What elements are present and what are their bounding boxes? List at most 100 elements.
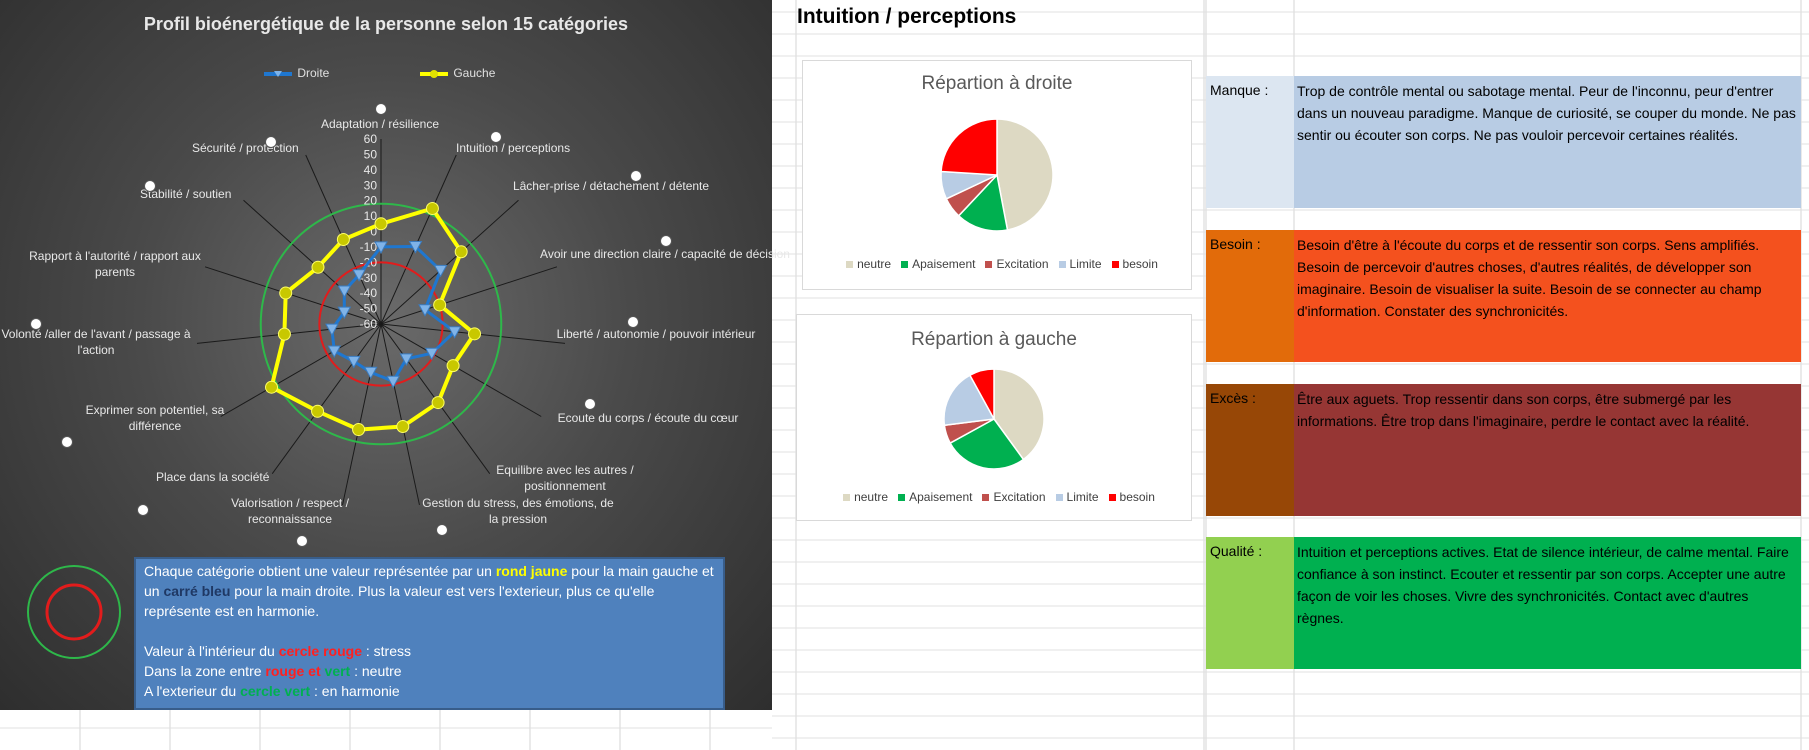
- chart-handle-dot[interactable]: [627, 316, 639, 328]
- radar-tick-label: -40: [360, 286, 378, 300]
- radar-series-droite-line: [330, 245, 457, 383]
- radar-point-gauche: [311, 260, 325, 274]
- pie-legend-swatch: [843, 493, 851, 501]
- chart-handle-dot[interactable]: [630, 170, 642, 182]
- radar-spoke: [271, 323, 382, 474]
- radar-point-gauche: [431, 396, 445, 410]
- radar-series-gauche-line: [269, 206, 477, 432]
- radar-point-gauche: [311, 404, 325, 418]
- pie-legend-label: neutre: [854, 490, 889, 504]
- radar-tick-label: -10: [360, 240, 378, 254]
- chart-handle-dot[interactable]: [265, 136, 277, 148]
- radar-point-droite: [346, 355, 361, 369]
- legend-droite-marker: [264, 70, 292, 77]
- radar-category-label: Sécurité / protection: [192, 141, 299, 155]
- radar-category-label: Volonté /aller de l'avant / passage à l'…: [1, 327, 191, 357]
- chart-handle-dot[interactable]: [375, 103, 387, 115]
- legend-gauche: Gauche: [418, 66, 495, 80]
- pie-card-droite[interactable]: Répartion à droite neutre Apaisement Excit…: [802, 60, 1192, 290]
- legend-droite-label: Droite: [297, 66, 330, 80]
- info-line-harmonie: A l'exterieur du cercle vert : en harmon…: [144, 683, 400, 699]
- radar-spoke: [380, 199, 519, 325]
- pie-legend-label: Apaisement: [912, 257, 976, 271]
- pie-title-droite: Répartion à droite: [921, 73, 1073, 94]
- radar-point-droite: [433, 264, 448, 278]
- radar-point-gauche: [277, 327, 291, 341]
- radar-point-droite: [399, 353, 414, 366]
- pie-card-gauche[interactable]: Répartion à gauche neutre Apaisement Excit…: [796, 314, 1192, 521]
- chart-handle-dot[interactable]: [660, 235, 672, 247]
- info-paragraph: Chaque catégorie obtient une valeur repr…: [144, 563, 714, 619]
- radar-category-label: Valorisation / respect / reconnaissance: [231, 496, 349, 526]
- radar-point-gauche: [425, 202, 439, 216]
- radar-spoke: [380, 154, 457, 325]
- radar-point-gauche: [265, 380, 279, 394]
- pie-slice-neutre: [993, 368, 1045, 461]
- pie-legend-label: Excitation: [993, 490, 1046, 504]
- chart-handle-dot[interactable]: [144, 180, 156, 192]
- radar-spoke: [380, 323, 542, 417]
- pie-legend-swatch: [1108, 493, 1116, 501]
- radar-point-gauche: [396, 420, 410, 434]
- chart-handle-dot[interactable]: [296, 535, 308, 547]
- radar-point-gauche: [454, 245, 468, 259]
- legend-droite: Droite: [262, 66, 329, 80]
- radar-point-gauche: [374, 217, 388, 231]
- radar-category-label: Place dans la société: [156, 470, 270, 484]
- chart-handle-dot[interactable]: [436, 524, 448, 536]
- radar-tick-label: 0: [370, 225, 377, 239]
- pie-legend-swatch: [982, 493, 990, 501]
- circle-legend-icon: [27, 565, 121, 659]
- row-text-3: Intuition et perceptions actives. Etat d…: [1294, 537, 1801, 669]
- radar-point-gauche: [352, 423, 366, 437]
- pie-legend-droite: neutre Apaisement Excitation Limite besoin: [803, 257, 1191, 271]
- radar-tick-label: 60: [364, 132, 378, 146]
- pie-legend-swatch: [846, 260, 854, 268]
- pie-slice-limite: [943, 374, 996, 427]
- radar-point-droite: [325, 323, 339, 337]
- row-label-1: Besoin :: [1206, 230, 1294, 362]
- pie-legend-label: besoin: [1122, 257, 1158, 271]
- chart-handle-dot[interactable]: [490, 131, 502, 143]
- info-box: Chaque catégorie obtient une valeur repr…: [134, 557, 725, 710]
- row-text-0: Trop de contrôle mental ou sabotage ment…: [1294, 76, 1801, 208]
- radar-point-gauche: [336, 232, 350, 246]
- radar-category-label: Lâcher-prise / détachement / détente: [512, 179, 710, 193]
- pie-legend-swatch: [1055, 493, 1063, 501]
- info-line-neutre: Dans la zone entre rouge et vert : neutr…: [144, 663, 402, 679]
- chart-handle-dot[interactable]: [584, 398, 596, 410]
- radar-category-label: Exprimer son potentiel, sa différence: [85, 403, 225, 433]
- pie-legend-label: Limite: [1069, 257, 1102, 271]
- pie-legend-label: Apaisement: [909, 490, 973, 504]
- radar-category-label: Gestion du stress, des émotions, de la p…: [422, 496, 614, 526]
- pie-slice-neutre: [996, 118, 1054, 231]
- row-text-2: Être aux aguets. Trop ressentir dans son…: [1294, 384, 1801, 516]
- radar-spoke: [380, 266, 558, 325]
- pie-chart-droite: [940, 118, 1054, 232]
- radar-spoke: [220, 323, 382, 417]
- radar-point-droite: [327, 345, 342, 359]
- radar-spoke: [204, 266, 382, 325]
- radar-point-droite: [447, 326, 462, 339]
- radar-point-gauche: [446, 359, 460, 373]
- radar-tick-label: 10: [364, 209, 378, 223]
- radar-point-droite: [408, 241, 423, 254]
- pie-legend-swatch: [985, 260, 993, 268]
- pie-legend-label: Limite: [1066, 490, 1099, 504]
- chart-handle-dot[interactable]: [137, 504, 149, 516]
- radar-category-label: Intuition / perceptions: [456, 141, 571, 155]
- chart-handle-dot[interactable]: [30, 318, 42, 330]
- radar-point-droite: [363, 366, 378, 380]
- pie-legend-label: Excitation: [996, 257, 1049, 271]
- pie-legend-swatch: [898, 493, 906, 501]
- pie-title-gauche: Répartion à gauche: [911, 329, 1077, 350]
- radar-category-label: Stabilité / soutien: [140, 187, 232, 201]
- radar-category-label: Ecoute du corps / écoute du cœur: [557, 411, 739, 425]
- legend-gauche-marker: [420, 69, 448, 78]
- chart-handle-dot[interactable]: [61, 436, 73, 448]
- row-text-1: Besoin d'être à l'écoute du corps et de …: [1294, 230, 1801, 362]
- row-label-0: Manque :: [1206, 76, 1294, 208]
- radar-point-gauche: [433, 298, 447, 312]
- pie-legend-swatch: [1058, 260, 1066, 268]
